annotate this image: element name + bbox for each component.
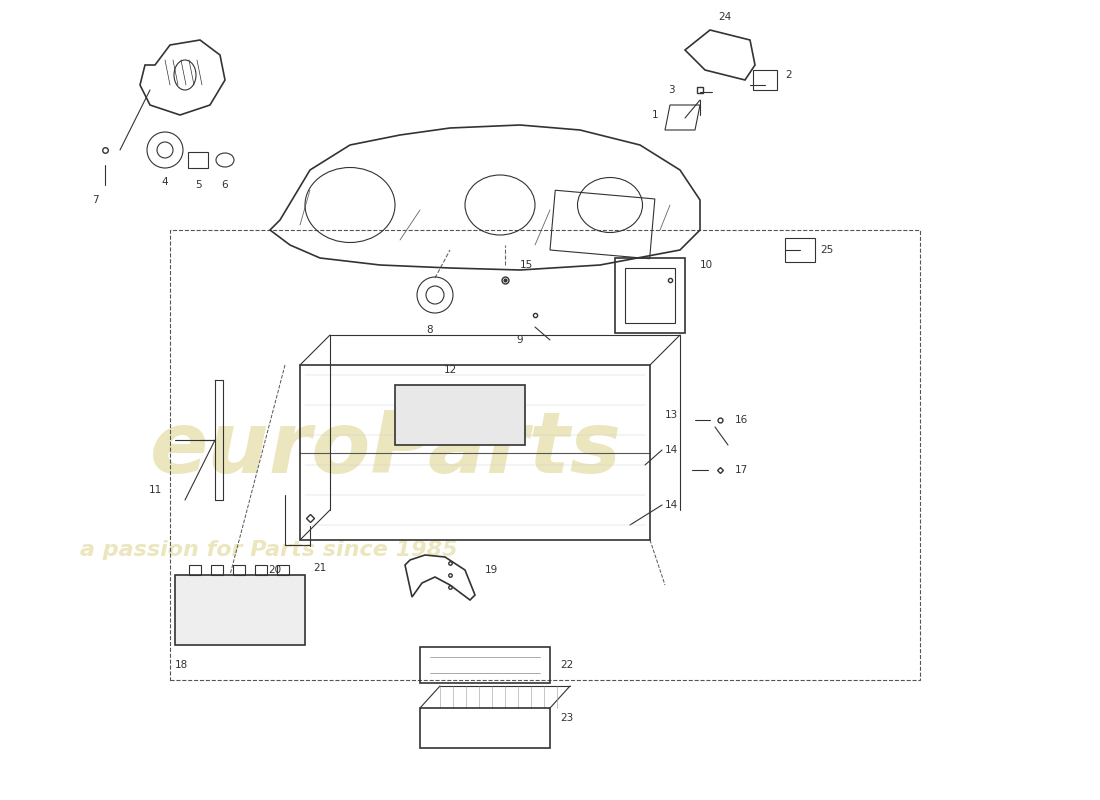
Bar <box>188 152 208 168</box>
Bar <box>625 268 675 323</box>
Text: 4: 4 <box>162 177 168 187</box>
Text: 15: 15 <box>520 260 534 270</box>
Text: 21: 21 <box>314 563 327 573</box>
Bar <box>785 238 815 262</box>
Text: 25: 25 <box>820 245 834 255</box>
Text: 14: 14 <box>666 445 679 455</box>
Text: 5: 5 <box>195 180 201 190</box>
Text: 13: 13 <box>666 410 679 420</box>
Bar <box>211 565 223 575</box>
Text: 18: 18 <box>175 660 188 670</box>
Text: 19: 19 <box>485 565 498 575</box>
Text: 6: 6 <box>222 180 229 190</box>
Text: 14: 14 <box>666 500 679 510</box>
Bar <box>170 230 920 680</box>
Text: 2: 2 <box>785 70 792 80</box>
Bar <box>420 708 550 748</box>
Bar <box>420 647 550 683</box>
Bar <box>277 565 289 575</box>
Bar <box>395 385 525 445</box>
Bar <box>255 565 267 575</box>
Text: 7: 7 <box>91 195 98 205</box>
Text: 1: 1 <box>651 110 658 120</box>
Text: euroParts: euroParts <box>150 409 622 491</box>
Bar <box>615 258 685 333</box>
Text: 22: 22 <box>560 660 573 670</box>
Text: 12: 12 <box>443 365 456 375</box>
Text: 10: 10 <box>700 260 713 270</box>
Text: a passion for Parts since 1985: a passion for Parts since 1985 <box>80 540 458 560</box>
Text: 9: 9 <box>517 335 524 345</box>
Bar <box>754 70 777 90</box>
Bar <box>233 565 245 575</box>
Bar <box>175 575 305 645</box>
Bar <box>300 365 650 540</box>
Text: 20: 20 <box>268 565 282 575</box>
Text: 11: 11 <box>148 485 162 495</box>
Bar <box>189 565 201 575</box>
Text: 24: 24 <box>718 12 732 22</box>
Text: 17: 17 <box>735 465 748 475</box>
Text: 8: 8 <box>427 325 433 335</box>
Text: 16: 16 <box>735 415 748 425</box>
Text: 23: 23 <box>560 713 573 723</box>
Text: 3: 3 <box>669 85 675 95</box>
Bar <box>550 190 654 258</box>
